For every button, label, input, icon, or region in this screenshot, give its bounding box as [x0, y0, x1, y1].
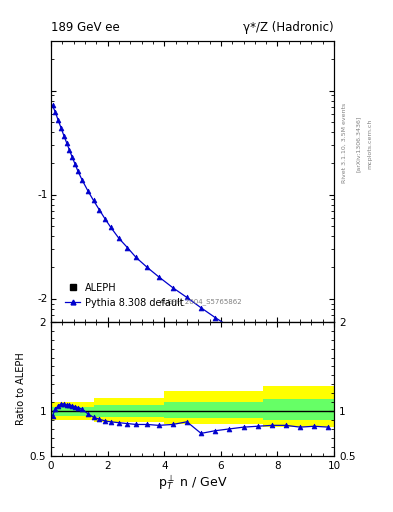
Pythia 8.308 default	[103, 216, 107, 222]
Pythia 8.308 default	[61, 133, 66, 139]
Pythia 8.308 default	[125, 245, 130, 251]
Pythia 8.308 default	[91, 198, 96, 204]
X-axis label: p$_T^{\perp}$ n / GeV: p$_T^{\perp}$ n / GeV	[158, 473, 228, 492]
Pythia 8.308 default	[326, 378, 331, 385]
Pythia 8.308 default	[134, 254, 138, 261]
Pythia 8.308 default	[56, 117, 61, 123]
Pythia 8.308 default	[241, 333, 246, 339]
Legend: ALEPH, Pythia 8.308 default: ALEPH, Pythia 8.308 default	[62, 279, 187, 311]
Y-axis label: Ratio to ALEPH: Ratio to ALEPH	[16, 352, 26, 425]
Pythia 8.308 default	[284, 357, 288, 363]
Pythia 8.308 default	[80, 177, 84, 183]
Text: mcplots.cern.ch: mcplots.cern.ch	[367, 118, 373, 168]
Pythia 8.308 default	[50, 102, 55, 109]
Pythia 8.308 default	[312, 371, 317, 377]
Pythia 8.308 default	[67, 147, 72, 153]
Text: ALEPH_2004_S5765862: ALEPH_2004_S5765862	[160, 298, 242, 305]
Line: Pythia 8.308 default: Pythia 8.308 default	[50, 103, 331, 384]
Pythia 8.308 default	[145, 264, 150, 270]
Text: -2: -2	[38, 294, 48, 304]
Pythia 8.308 default	[227, 324, 232, 330]
Text: -1: -1	[38, 190, 48, 200]
Pythia 8.308 default	[156, 273, 161, 280]
Pythia 8.308 default	[199, 305, 204, 311]
Pythia 8.308 default	[73, 161, 77, 167]
Text: 189 GeV ee: 189 GeV ee	[51, 21, 120, 34]
Text: Rivet 3.1.10, 3.5M events: Rivet 3.1.10, 3.5M events	[342, 103, 347, 183]
Pythia 8.308 default	[70, 155, 75, 161]
Pythia 8.308 default	[97, 206, 101, 212]
Pythia 8.308 default	[270, 349, 274, 355]
Pythia 8.308 default	[75, 168, 80, 174]
Pythia 8.308 default	[213, 314, 218, 321]
Pythia 8.308 default	[255, 340, 260, 347]
Pythia 8.308 default	[53, 109, 58, 115]
Pythia 8.308 default	[59, 124, 63, 131]
Pythia 8.308 default	[64, 140, 69, 146]
Pythia 8.308 default	[117, 236, 121, 242]
Pythia 8.308 default	[108, 224, 113, 230]
Pythia 8.308 default	[298, 364, 303, 370]
Pythia 8.308 default	[86, 188, 90, 194]
Text: γ*/Z (Hadronic): γ*/Z (Hadronic)	[243, 21, 334, 34]
Pythia 8.308 default	[171, 285, 175, 291]
Text: [arXiv:1306.3436]: [arXiv:1306.3436]	[356, 115, 361, 172]
Pythia 8.308 default	[185, 294, 189, 301]
